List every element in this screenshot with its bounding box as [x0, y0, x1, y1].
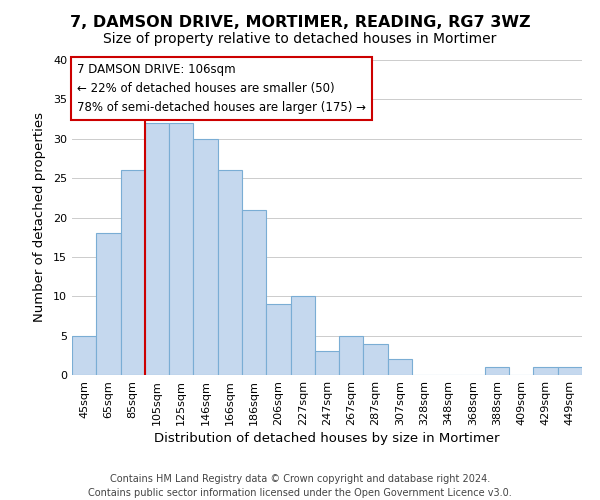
Bar — [315, 352, 339, 375]
Y-axis label: Number of detached properties: Number of detached properties — [33, 112, 46, 322]
Bar — [290, 296, 315, 375]
Bar — [242, 210, 266, 375]
Bar — [96, 233, 121, 375]
Bar — [145, 123, 169, 375]
Bar — [388, 359, 412, 375]
Bar — [485, 367, 509, 375]
Bar — [218, 170, 242, 375]
Bar — [72, 336, 96, 375]
Text: 7 DAMSON DRIVE: 106sqm
← 22% of detached houses are smaller (50)
78% of semi-det: 7 DAMSON DRIVE: 106sqm ← 22% of detached… — [77, 63, 366, 114]
Bar — [193, 138, 218, 375]
Bar — [339, 336, 364, 375]
Text: 7, DAMSON DRIVE, MORTIMER, READING, RG7 3WZ: 7, DAMSON DRIVE, MORTIMER, READING, RG7 … — [70, 15, 530, 30]
Bar — [266, 304, 290, 375]
Text: Contains HM Land Registry data © Crown copyright and database right 2024.
Contai: Contains HM Land Registry data © Crown c… — [88, 474, 512, 498]
Bar — [533, 367, 558, 375]
Bar — [121, 170, 145, 375]
Bar — [169, 123, 193, 375]
Text: Size of property relative to detached houses in Mortimer: Size of property relative to detached ho… — [103, 32, 497, 46]
X-axis label: Distribution of detached houses by size in Mortimer: Distribution of detached houses by size … — [154, 432, 500, 445]
Bar — [558, 367, 582, 375]
Bar — [364, 344, 388, 375]
